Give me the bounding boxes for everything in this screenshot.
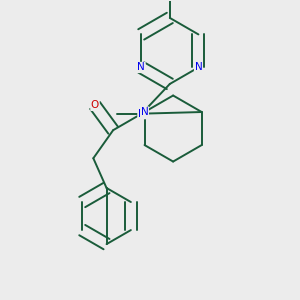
Text: O: O xyxy=(91,100,99,110)
Text: N: N xyxy=(194,62,202,72)
Text: N: N xyxy=(137,62,145,72)
Text: N: N xyxy=(138,109,146,119)
Text: N: N xyxy=(141,107,148,117)
